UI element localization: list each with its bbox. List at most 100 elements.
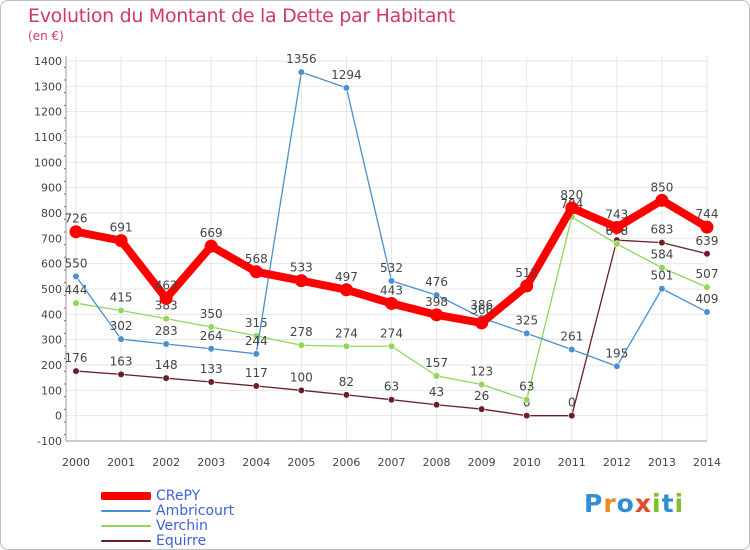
legend-label: Equirre: [156, 533, 207, 549]
data-point: [297, 68, 305, 76]
y-tick-label: 900: [41, 182, 62, 195]
data-label: 325: [515, 313, 538, 327]
data-point: [207, 345, 215, 353]
data-label: 261: [560, 330, 583, 344]
data-label: 315: [245, 316, 268, 330]
data-label: 533: [290, 261, 313, 275]
x-tick-label: 2007: [378, 456, 406, 469]
y-tick-label: 100: [41, 384, 62, 397]
data-label: 1356: [286, 52, 317, 66]
data-label: 283: [155, 324, 178, 338]
data-point: [342, 391, 351, 399]
data-label: 302: [110, 319, 133, 333]
data-point: [432, 372, 441, 380]
data-point: [613, 362, 621, 370]
data-point: [72, 272, 80, 280]
data-point: [72, 299, 80, 307]
y-tick-label: 500: [41, 283, 62, 296]
data-label: 497: [335, 270, 358, 284]
legend-label: Ambricourt: [156, 503, 235, 519]
data-label: 63: [384, 380, 399, 394]
data-label: 669: [200, 226, 223, 240]
data-label: 366: [470, 303, 493, 317]
data-point: [252, 350, 260, 358]
data-point: [72, 367, 80, 375]
data-point: [565, 201, 579, 215]
data-label: 264: [200, 329, 223, 343]
x-tick-label: 2002: [152, 456, 180, 469]
data-point: [342, 342, 351, 350]
data-label: 443: [380, 283, 403, 297]
y-tick-label: 700: [41, 232, 62, 245]
data-point: [159, 291, 173, 305]
logo-letter: t: [661, 489, 675, 518]
data-label: 278: [290, 325, 313, 339]
data-label: 850: [650, 180, 673, 194]
data-label: 820: [560, 188, 583, 202]
data-label: 163: [110, 354, 133, 368]
plot-area: [66, 56, 707, 441]
y-tick-label: 300: [41, 334, 62, 347]
data-label: 463: [155, 278, 178, 292]
y-tick-label: 1200: [34, 106, 62, 119]
y-tick-label: 800: [41, 207, 62, 220]
x-tick-label: 2013: [648, 456, 676, 469]
data-label: 244: [245, 334, 268, 348]
x-tick-label: 2005: [287, 456, 315, 469]
data-label: 0: [568, 396, 576, 410]
x-tick-label: 2009: [468, 456, 496, 469]
data-point: [478, 405, 486, 413]
data-label: 639: [696, 234, 719, 248]
y-tick-label: -100: [37, 435, 62, 448]
data-point: [430, 308, 444, 322]
y-tick-label: 400: [41, 308, 62, 321]
data-point: [568, 412, 576, 420]
data-label: 415: [110, 291, 133, 305]
proxiti-logo: Proxiti: [584, 489, 684, 518]
y-tick-label: 1400: [34, 55, 62, 68]
data-label: 743: [605, 207, 628, 221]
data-label: 444: [65, 283, 88, 297]
logo-letter: x: [634, 489, 652, 518]
data-point: [297, 386, 305, 394]
logo-letter: i: [652, 489, 662, 518]
data-point: [655, 193, 669, 207]
y-tick-label: 0: [55, 410, 62, 423]
data-label: 274: [380, 326, 403, 340]
x-tick-label: 2010: [513, 456, 541, 469]
data-point: [703, 250, 711, 258]
x-tick-label: 2014: [693, 456, 721, 469]
data-label: 568: [245, 252, 268, 266]
data-label: 63: [519, 380, 534, 394]
data-label: 43: [429, 385, 444, 399]
data-point: [204, 239, 218, 253]
x-tick-label: 2001: [107, 456, 135, 469]
data-label: 501: [650, 269, 673, 283]
data-point: [568, 345, 576, 354]
data-point: [117, 306, 125, 315]
legend-swatch: [101, 525, 151, 527]
x-tick-label: 2006: [332, 456, 360, 469]
data-label: 409: [696, 292, 719, 306]
data-label: 176: [65, 351, 88, 365]
data-point: [703, 308, 711, 316]
chart-title: Evolution du Montant de la Dette par Hab…: [28, 5, 456, 27]
data-label: 350: [200, 307, 223, 321]
y-tick-label: 1000: [34, 156, 62, 169]
data-label: 1294: [331, 68, 362, 82]
data-label: 398: [425, 295, 448, 309]
data-label: 532: [380, 261, 403, 275]
data-label: 195: [605, 346, 628, 360]
data-label: 274: [335, 326, 358, 340]
data-point: [385, 296, 398, 310]
data-label: 386: [470, 298, 493, 312]
data-point: [523, 329, 531, 337]
data-point: [114, 234, 128, 248]
logo-letter: r: [603, 489, 617, 518]
data-label: 100: [290, 370, 313, 384]
data-point: [523, 396, 531, 404]
data-point: [387, 342, 396, 350]
data-label: 157: [425, 356, 448, 370]
